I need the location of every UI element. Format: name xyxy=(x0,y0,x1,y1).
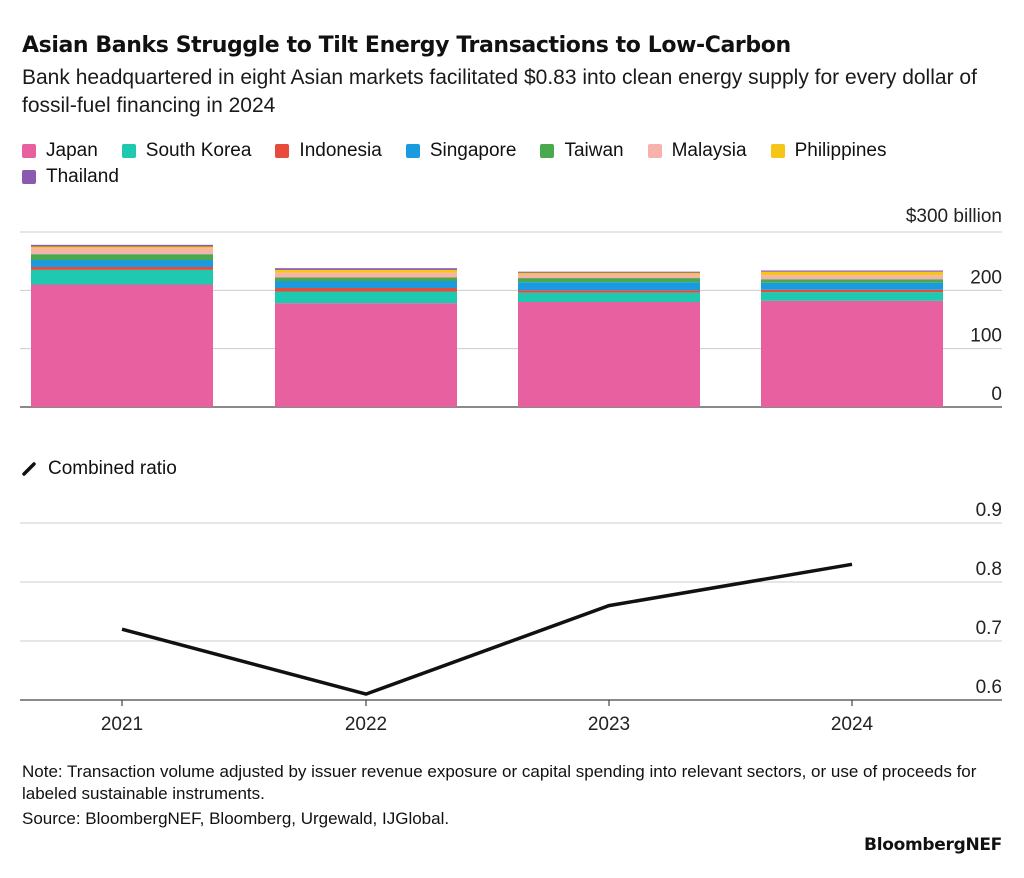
legend-item-thailand: Thailand xyxy=(22,166,119,188)
bar-segment-malaysia-2022 xyxy=(275,272,457,278)
line-chart-gridlines xyxy=(20,522,1002,701)
bar-segment-philippines-2023 xyxy=(518,272,700,275)
legend-swatch xyxy=(540,144,555,158)
bar-segment-indonesia-2022 xyxy=(275,288,457,292)
line-y-tick-label: 0.8 xyxy=(976,559,1002,580)
chart-title: Asian Banks Struggle to Tilt Energy Tran… xyxy=(22,33,791,58)
bar-segment-philippines-2021 xyxy=(31,246,213,249)
bar-segment-singapore-2022 xyxy=(275,281,457,288)
x-tick-label: 2024 xyxy=(831,714,874,735)
bar-y-tick-label: $300 billion xyxy=(906,206,1002,227)
legend-item-taiwan: Taiwan xyxy=(540,140,624,162)
line-chart-series xyxy=(121,562,853,696)
legend-swatch xyxy=(275,144,290,158)
bar-y-tick-label: 0 xyxy=(991,384,1002,405)
bar-chart-bars xyxy=(31,244,943,407)
bar-segment-thailand-2024 xyxy=(761,270,943,272)
bar-y-tick-label: 200 xyxy=(970,267,1002,288)
legend-item-philippines: Philippines xyxy=(770,140,887,162)
bar-segment-japan-2022 xyxy=(275,303,457,407)
legend-label: Philippines xyxy=(794,140,887,161)
line-legend-icon xyxy=(22,462,36,476)
legend-swatch xyxy=(405,144,420,158)
bar-segment-japan-2024 xyxy=(761,300,943,407)
chart-subtitle: Bank headquartered in eight Asian market… xyxy=(22,66,977,117)
legend-item-malaysia: Malaysia xyxy=(647,140,747,162)
legend-label: Singapore xyxy=(429,140,517,161)
x-tick-label: 2023 xyxy=(588,714,630,735)
bar-segment-singapore-2021 xyxy=(31,260,213,267)
bar-segment-indonesia-2023 xyxy=(518,290,700,293)
x-axis-ticks: 2021 2022 2023 2024 xyxy=(101,700,874,735)
bar-segment-south-korea-2023 xyxy=(518,292,700,302)
bar-segment-taiwan-2024 xyxy=(761,279,943,283)
bar-segment-south-korea-2021 xyxy=(31,269,213,285)
bar-segment-thailand-2021 xyxy=(31,244,213,247)
legend-item-indonesia: Indonesia xyxy=(275,140,382,162)
bar-segment-thailand-2022 xyxy=(275,268,457,270)
bar-segment-taiwan-2022 xyxy=(275,277,457,281)
bar-segment-south-korea-2024 xyxy=(761,292,943,301)
legend-label: Indonesia xyxy=(299,140,382,161)
bar-segment-thailand-2023 xyxy=(518,271,700,273)
bar-segment-indonesia-2021 xyxy=(31,267,213,270)
line-legend-label: Combined ratio xyxy=(48,458,177,479)
legend-label: South Korea xyxy=(145,140,252,161)
bar-segment-japan-2021 xyxy=(31,284,213,407)
bar-segment-malaysia-2023 xyxy=(518,274,700,279)
bar-segment-philippines-2024 xyxy=(761,271,943,276)
brand-logo-text: BloombergNEF xyxy=(864,835,1002,855)
legend-label: Taiwan xyxy=(564,140,624,161)
line-series-combined-ratio xyxy=(121,562,853,696)
bar-segment-japan-2023 xyxy=(518,302,700,407)
x-tick-label: 2021 xyxy=(101,714,143,735)
line-chart-y-ticks: 0.6 0.7 0.8 0.9 xyxy=(976,500,1002,698)
bar-segment-taiwan-2021 xyxy=(31,254,213,260)
bar-segment-malaysia-2021 xyxy=(31,248,213,255)
legend-item-south-korea: South Korea xyxy=(121,140,252,162)
legend-label: Japan xyxy=(46,140,98,161)
chart-source: Source: BloombergNEF, Bloomberg, Urgewal… xyxy=(22,809,450,828)
bar-chart-y-ticks: 0 100 200 $300 billion xyxy=(906,206,1002,405)
bar-y-tick-label: 100 xyxy=(970,326,1002,347)
legend-swatch xyxy=(22,170,36,184)
line-y-tick-label: 0.6 xyxy=(976,677,1002,698)
bar-segment-singapore-2023 xyxy=(518,282,700,291)
x-tick-label: 2022 xyxy=(345,714,387,735)
line-y-tick-label: 0.7 xyxy=(976,618,1002,639)
bar-segment-taiwan-2023 xyxy=(518,278,700,283)
bar-segment-philippines-2022 xyxy=(275,269,457,273)
legend-swatch xyxy=(22,144,36,158)
chart-note: Note: Transaction volume adjusted by iss… xyxy=(22,762,977,803)
legend-swatch xyxy=(121,144,136,158)
bar-legend: Japan South Korea Indonesia Singapore Taiwan… xyxy=(22,140,1002,188)
legend-label: Thailand xyxy=(46,166,119,187)
legend-swatch xyxy=(647,144,662,158)
bar-segment-singapore-2024 xyxy=(761,282,943,290)
bar-segment-indonesia-2024 xyxy=(761,289,943,293)
line-legend: Combined ratio xyxy=(22,458,177,480)
bar-segment-south-korea-2022 xyxy=(275,291,457,304)
legend-item-singapore: Singapore xyxy=(405,140,517,162)
legend-swatch xyxy=(770,144,785,158)
legend-item-japan: Japan xyxy=(22,140,98,162)
legend-label: Malaysia xyxy=(671,140,747,161)
bar-segment-malaysia-2024 xyxy=(761,275,943,280)
line-y-tick-label: 0.9 xyxy=(976,500,1002,521)
